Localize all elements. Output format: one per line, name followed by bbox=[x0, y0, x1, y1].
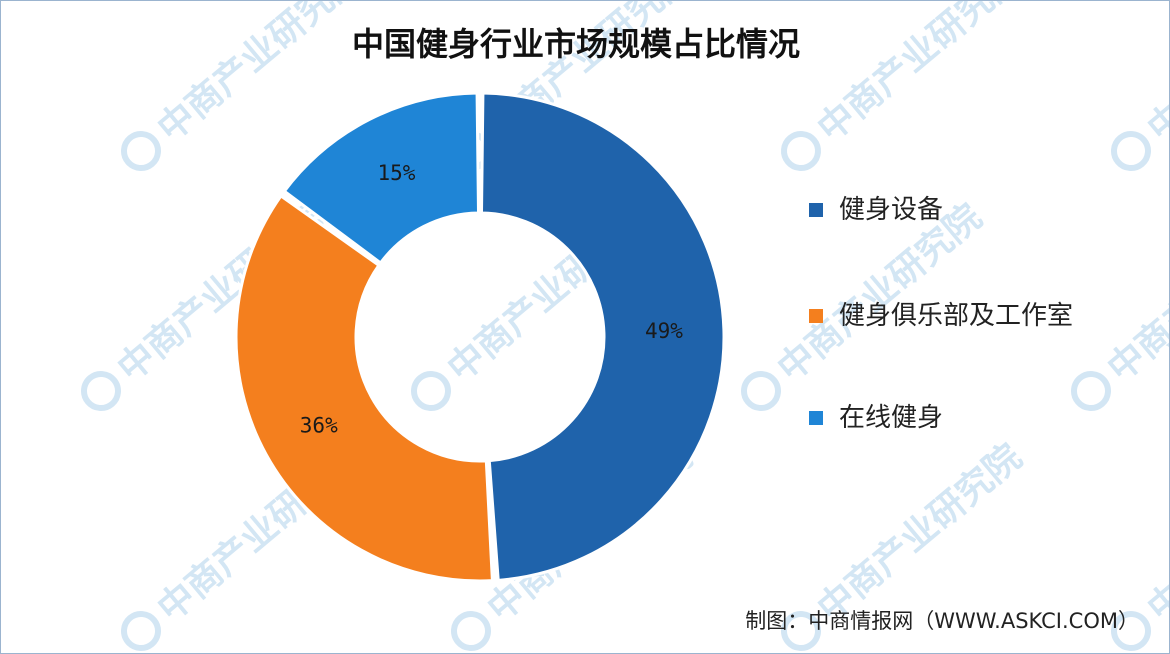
legend-swatch-equipment bbox=[809, 203, 823, 217]
legend-label-equipment: 健身设备 bbox=[839, 195, 944, 225]
source-url: （WWW.ASKCI.COM） bbox=[913, 609, 1139, 633]
legend-label-online: 在线健身 bbox=[839, 403, 944, 433]
data-label-equipment: 49% bbox=[645, 319, 683, 343]
legend-swatch-clubs bbox=[809, 309, 823, 323]
donut-slice-equipment bbox=[479, 91, 726, 582]
donut-slice-clubs bbox=[234, 193, 494, 583]
legend-swatch-online bbox=[809, 411, 823, 425]
legend-label-clubs: 健身俱乐部及工作室 bbox=[839, 301, 1074, 331]
data-label-online: 15% bbox=[377, 161, 415, 185]
source-label: 制图： bbox=[745, 609, 809, 633]
chart-title: 中国健身行业市场规模占比情况 bbox=[351, 25, 800, 63]
donut-slice-online bbox=[282, 91, 481, 266]
data-label-clubs: 36% bbox=[300, 414, 338, 438]
source-name: 中商情报网 bbox=[808, 609, 914, 633]
source-note: 制图：中商情报网（WWW.ASKCI.COM） bbox=[745, 605, 1139, 635]
